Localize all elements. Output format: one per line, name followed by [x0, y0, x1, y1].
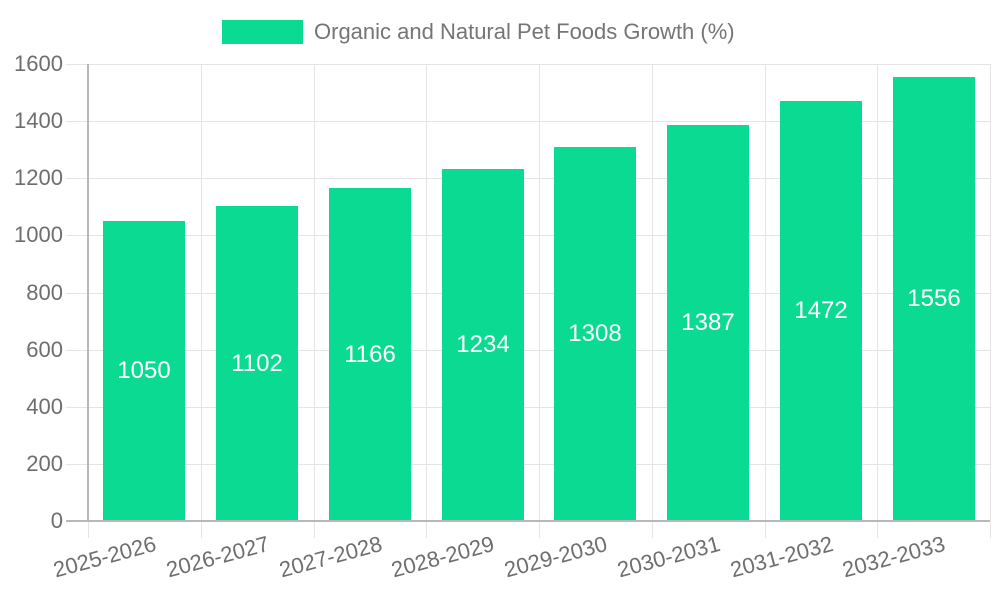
- y-gridline: [66, 121, 990, 122]
- y-gridline: [66, 235, 990, 236]
- x-axis-line: [66, 520, 990, 522]
- bar-value-label: 1387: [681, 309, 735, 336]
- x-gridline: [990, 64, 991, 538]
- x-tick-label: 2028-2029: [388, 531, 498, 583]
- x-tick-label: 2032-2033: [839, 531, 949, 583]
- y-tick-label: 800: [26, 280, 63, 305]
- bar-value-label: 1556: [907, 285, 961, 312]
- y-tick-label: 0: [50, 508, 63, 533]
- x-gridline: [765, 64, 766, 538]
- x-tick-label: 2030-2031: [614, 531, 723, 583]
- y-tick-label: 200: [26, 451, 63, 476]
- bar-value-label: 1472: [794, 297, 848, 324]
- bar: 1166: [329, 188, 411, 521]
- bar-value-label: 1050: [117, 357, 171, 384]
- y-tick-label: 1400: [14, 108, 63, 133]
- y-tick-label: 1200: [14, 165, 63, 190]
- bar: 1102: [216, 206, 298, 521]
- bar-value-label: 1166: [344, 340, 396, 368]
- bar: 1387: [667, 125, 749, 521]
- x-gridline: [201, 64, 202, 538]
- y-tick-label: 1600: [14, 51, 63, 76]
- bar: 1556: [893, 77, 975, 521]
- bar: 1308: [554, 147, 636, 521]
- x-gridline: [426, 64, 427, 538]
- x-gridline: [877, 64, 878, 538]
- y-gridline: [66, 293, 990, 294]
- y-tick-label: 400: [26, 394, 63, 419]
- x-tick-label: 2027-2028: [276, 531, 385, 583]
- x-tick-label: 2025-2026: [50, 531, 159, 583]
- y-gridline: [66, 350, 990, 351]
- y-gridline: [66, 407, 990, 408]
- x-tick-label: 2029-2030: [501, 531, 610, 583]
- bar: 1050: [103, 221, 185, 521]
- y-tick-label: 600: [26, 337, 63, 362]
- x-gridline: [652, 64, 653, 538]
- bar-value-label: 1308: [568, 320, 622, 347]
- bar-value-label: 1234: [456, 331, 510, 358]
- bar-value-label: 1102: [231, 349, 283, 377]
- x-gridline: [539, 64, 540, 538]
- y-axis-line: [87, 64, 89, 521]
- x-tick-label: 2026-2027: [163, 531, 272, 583]
- y-tick-label: 1000: [14, 222, 63, 247]
- x-tick-label: 2031-2032: [727, 531, 836, 583]
- y-gridline: [66, 464, 990, 465]
- bar: 1234: [442, 169, 524, 521]
- legend-swatch: [222, 20, 303, 44]
- y-gridline: [66, 178, 990, 179]
- bar: 1472: [780, 101, 862, 521]
- y-gridline: [66, 64, 990, 65]
- x-gridline: [314, 64, 315, 538]
- legend-label: Organic and Natural Pet Foods Growth (%): [314, 19, 735, 44]
